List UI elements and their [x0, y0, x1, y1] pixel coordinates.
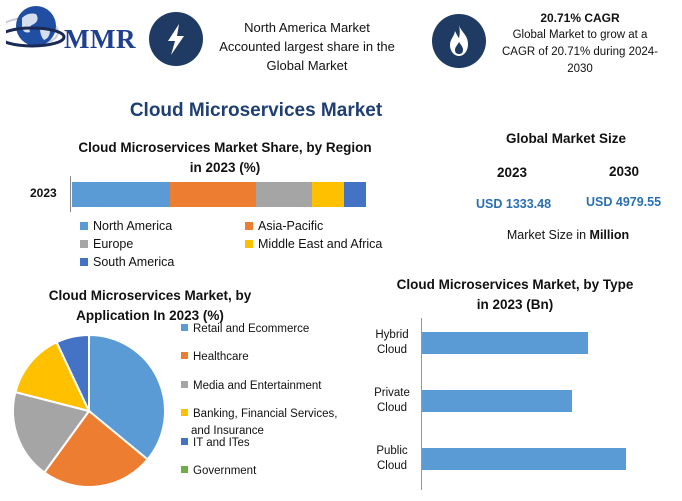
app-legend-healthcare: Healthcare [181, 350, 249, 364]
pie-slice-retail-and-ecommerce [88, 333, 166, 461]
cagr-line-1: Global Market to grow at a [512, 29, 648, 41]
cagr-line-3: 2030 [567, 63, 593, 75]
region-title-line-1: Cloud Microservices Market Share, by Reg… [78, 140, 372, 155]
type-label-line: Cloud [376, 460, 408, 472]
legend-middle-east-africa: Middle East and Africa [245, 237, 382, 251]
info-north-america: North America Market Accounted largest s… [212, 18, 402, 75]
mmr-logo: MMR [0, 4, 136, 56]
legend-swatch [181, 381, 188, 388]
type-label-line: Cloud [376, 344, 408, 356]
gms-unit: Market Size in Million [480, 228, 656, 242]
main-title: Cloud Microservices Market [129, 100, 383, 121]
type-label-line: Private [374, 387, 410, 399]
legend-swatch [245, 240, 253, 248]
legend-swatch [80, 240, 88, 248]
app-title-line-2: Application In 2023 (%) [76, 308, 224, 323]
legend-label: IT and ITes [193, 437, 250, 449]
legend-swatch [181, 409, 188, 416]
legend-asia-pacific: Asia-Pacific [245, 219, 323, 233]
type-label-line: Hybrid [375, 329, 409, 341]
region-segment-south-america [343, 182, 366, 207]
legend-label: Media and Entertainment [193, 380, 322, 392]
legend-label: North America [93, 219, 173, 233]
region-segment-middle-east-and-africa [311, 182, 344, 207]
legend-label: and Insurance [191, 425, 264, 437]
global-market-size-title: Global Market Size [505, 131, 627, 146]
legend-label: Asia-Pacific [258, 219, 324, 233]
top-banner: MMR North America Market Accounted large… [0, 0, 682, 88]
region-chart-title: Cloud Microservices Market Share, by Reg… [60, 138, 390, 178]
legend-label: Retail and Ecommerce [193, 323, 310, 335]
legend-label: Government [193, 465, 257, 477]
info1-line-3: Global Market [266, 58, 348, 73]
legend-label: Europe [93, 237, 134, 251]
lightning-icon [149, 12, 203, 66]
region-axis-line [70, 176, 71, 212]
type-label-line: Cloud [376, 402, 408, 414]
legend-label: Banking, Financial Services, [193, 408, 338, 420]
app-legend-government: Government [181, 464, 256, 478]
cagr-line-2: CAGR of 20.71% during 2024- [502, 46, 658, 58]
region-segment-north-america [72, 182, 171, 207]
region-stacked-bar [72, 182, 366, 207]
info-cagr: 20.71% CAGR Global Market to grow at a C… [480, 10, 680, 78]
type-axis-line [421, 318, 422, 490]
app-legend-retail: Retail and Ecommerce [181, 322, 309, 336]
legend-swatch [181, 352, 188, 359]
pie-slice-healthcare [42, 409, 149, 488]
legend-swatch [80, 222, 88, 230]
type-bar-private [422, 390, 573, 412]
gms-unit-bold: Million [589, 228, 630, 242]
legend-south-america: South America [80, 255, 174, 269]
application-pie-chart [12, 333, 166, 488]
gms-year-2023: 2023 [497, 165, 528, 180]
type-title-line-1: Cloud Microservices Market, by Type [396, 277, 634, 292]
gms-year-2030: 2030 [609, 164, 640, 179]
pie-slice-banking-financial-services-and-insurance [14, 340, 91, 413]
type-bar-public [422, 448, 627, 470]
app-legend-media: Media and Entertainment [181, 379, 322, 393]
region-segment-asia-pacific [170, 182, 256, 207]
gms-value-2023: USD 1333.48 [476, 197, 552, 211]
flame-icon [432, 14, 486, 68]
region-title-line-2: in 2023 (%) [189, 160, 261, 175]
app-legend-banking: Banking, Financial Services, [181, 407, 337, 421]
info1-line-1: North America Market [244, 20, 370, 35]
legend-north-america: North America [80, 219, 172, 233]
cagr-title: 20.71% CAGR [540, 11, 620, 25]
app-legend-banking-line2: and Insurance [191, 424, 264, 438]
legend-swatch [181, 324, 188, 331]
type-bar-hybrid [422, 332, 588, 354]
pie-slice-media-and-entertainment [12, 390, 91, 474]
type-label-hybrid: Hybrid Cloud [362, 328, 422, 358]
legend-europe: Europe [80, 237, 133, 251]
type-label-private: Private Cloud [362, 386, 422, 416]
region-year-label: 2023 [30, 186, 57, 200]
legend-label: Healthcare [193, 351, 249, 363]
type-chart-title: Cloud Microservices Market, by Type in 2… [375, 275, 655, 315]
logo-text: MMR [64, 24, 136, 54]
gms-unit-prefix: Market Size in [506, 228, 590, 242]
legend-swatch [181, 466, 188, 473]
legend-swatch [80, 258, 88, 266]
application-chart-title: Cloud Microservices Market, by Applicati… [20, 286, 280, 326]
legend-swatch [181, 438, 188, 445]
legend-label: Middle East and Africa [258, 237, 383, 251]
info1-line-2: Accounted largest share in the [219, 39, 395, 54]
pie-slice-it-and-ites [55, 333, 90, 412]
gms-value-2030: USD 4979.55 [586, 195, 662, 209]
type-label-public: Public Cloud [362, 444, 422, 474]
legend-label: South America [93, 255, 175, 269]
globe-icon [0, 6, 66, 48]
app-legend-it: IT and ITes [181, 436, 250, 450]
type-label-line: Public [376, 445, 408, 457]
region-segment-europe [255, 182, 312, 207]
legend-swatch [245, 222, 253, 230]
app-title-line-1: Cloud Microservices Market, by [48, 288, 252, 303]
type-title-line-2: in 2023 (Bn) [476, 297, 554, 312]
